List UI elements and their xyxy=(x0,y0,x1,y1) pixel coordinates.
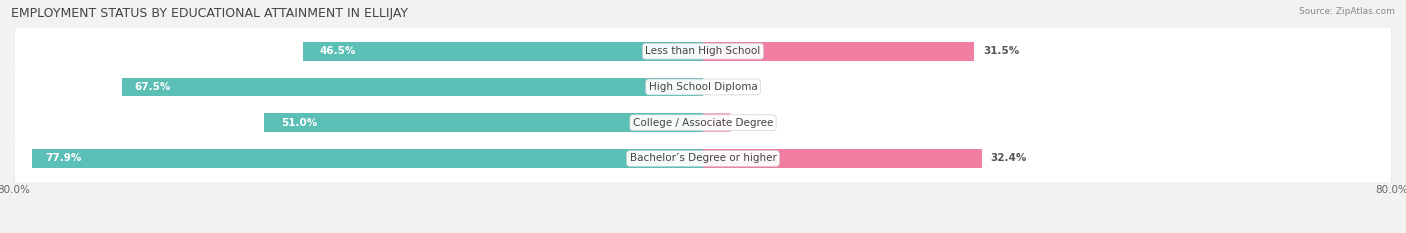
Bar xyxy=(703,42,974,61)
Bar xyxy=(703,149,981,168)
Text: 31.5%: 31.5% xyxy=(983,46,1019,56)
FancyBboxPatch shape xyxy=(14,58,1392,116)
Text: Source: ZipAtlas.com: Source: ZipAtlas.com xyxy=(1299,7,1395,16)
FancyBboxPatch shape xyxy=(14,93,1392,152)
Text: Bachelor’s Degree or higher: Bachelor’s Degree or higher xyxy=(630,154,776,164)
Bar xyxy=(32,149,703,168)
Text: 77.9%: 77.9% xyxy=(45,154,82,164)
Text: High School Diploma: High School Diploma xyxy=(648,82,758,92)
FancyBboxPatch shape xyxy=(14,22,1392,81)
Text: 0.0%: 0.0% xyxy=(711,82,741,92)
Text: 3.1%: 3.1% xyxy=(738,118,768,128)
FancyBboxPatch shape xyxy=(14,127,1392,190)
Text: 46.5%: 46.5% xyxy=(319,46,356,56)
Text: College / Associate Degree: College / Associate Degree xyxy=(633,118,773,128)
Bar xyxy=(703,113,730,132)
Bar xyxy=(264,113,703,132)
Text: Less than High School: Less than High School xyxy=(645,46,761,56)
Bar xyxy=(122,78,703,96)
Text: 51.0%: 51.0% xyxy=(281,118,318,128)
FancyBboxPatch shape xyxy=(14,55,1392,119)
FancyBboxPatch shape xyxy=(14,91,1392,154)
FancyBboxPatch shape xyxy=(14,19,1392,83)
Text: EMPLOYMENT STATUS BY EDUCATIONAL ATTAINMENT IN ELLIJAY: EMPLOYMENT STATUS BY EDUCATIONAL ATTAINM… xyxy=(11,7,408,20)
Text: 32.4%: 32.4% xyxy=(991,154,1026,164)
FancyBboxPatch shape xyxy=(14,129,1392,188)
Bar xyxy=(302,42,703,61)
Text: 67.5%: 67.5% xyxy=(135,82,172,92)
